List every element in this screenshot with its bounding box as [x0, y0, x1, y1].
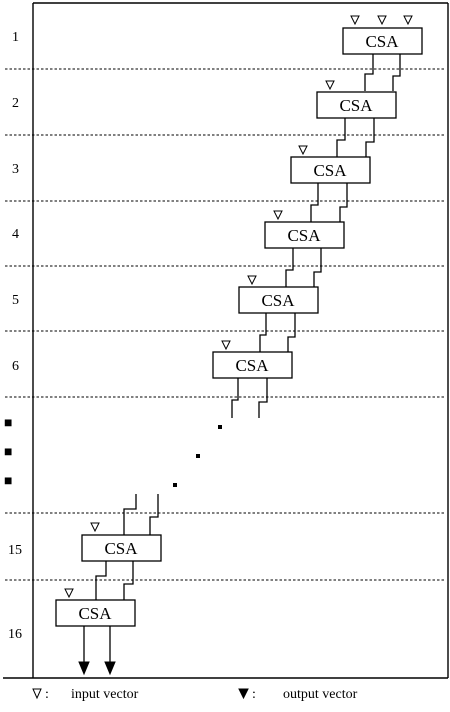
- vertical-ellipsis-dot: ■: [4, 445, 12, 460]
- csa-block: [342, 27, 423, 55]
- sum-wire: [258, 378, 268, 418]
- csa-block: [316, 91, 397, 119]
- stage-label: 3: [12, 162, 19, 177]
- sum-wire: [287, 313, 296, 352]
- sum-wire: [365, 118, 375, 157]
- csa-label: CSA: [104, 539, 138, 558]
- carry-wire: [310, 183, 319, 222]
- csa-stage-5: CSA: [238, 275, 319, 314]
- csa-stage-16: CSA: [55, 588, 136, 627]
- csa-stage-3: CSA: [290, 145, 371, 184]
- vertical-ellipsis-dot: ■: [4, 416, 12, 431]
- input-vector-legend-label: input vector: [71, 687, 139, 702]
- csa-label: CSA: [365, 32, 399, 51]
- csa-block: [55, 599, 136, 627]
- csa-label: CSA: [235, 356, 269, 375]
- input-vector-triangle: [247, 275, 257, 286]
- csa-stage-4: CSA: [264, 210, 345, 249]
- input-vector-legend-icon: [32, 688, 42, 700]
- output-arrows: [78, 626, 116, 676]
- input-vector-triangle: [377, 15, 387, 26]
- stage-label: 1: [12, 30, 19, 45]
- csa-stage-15: CSA: [81, 522, 162, 562]
- input-vector-triangle: [90, 522, 100, 533]
- input-vector-triangle: [273, 210, 283, 221]
- carry-wire: [123, 494, 137, 535]
- input-vector-triangle: [221, 340, 231, 351]
- csa-label: CSA: [261, 291, 295, 310]
- stage-label: 15: [8, 543, 22, 558]
- input-vector-triangle: [325, 80, 335, 91]
- csa-label: CSA: [287, 226, 321, 245]
- diagonal-ellipsis-dot: [173, 483, 177, 487]
- input-vector-triangle: [298, 145, 308, 156]
- carry-wire: [231, 378, 239, 418]
- diagonal-ellipsis-dot: [218, 425, 222, 429]
- csa-stage-6: CSA: [212, 340, 293, 379]
- csa-block: [290, 156, 371, 184]
- sum-wire: [392, 54, 401, 91]
- legend: : input vector : output vector: [32, 687, 358, 702]
- carry-wire: [285, 248, 294, 287]
- frame: [3, 2, 449, 679]
- legend-separator: :: [45, 687, 49, 702]
- carry-wire: [336, 118, 346, 157]
- csa-block: [81, 534, 162, 562]
- sum-wire: [313, 248, 322, 287]
- stage-separators: [5, 68, 446, 581]
- legend-separator: :: [252, 687, 256, 702]
- stage-label: 5: [12, 293, 19, 308]
- output-vector-legend-label: output vector: [283, 687, 358, 702]
- csa-stage-2: CSA: [316, 80, 397, 119]
- vertical-ellipsis-dot: ■: [4, 474, 12, 489]
- sum-wire: [149, 494, 159, 535]
- stage-label: 16: [8, 627, 22, 642]
- csa-block: [238, 286, 319, 314]
- stage-label: 4: [12, 227, 19, 242]
- diagonal-ellipsis-dot: [196, 454, 200, 458]
- csa-label: CSA: [313, 161, 347, 180]
- csa-label: CSA: [339, 96, 373, 115]
- input-vector-triangle: [403, 15, 413, 26]
- output-vector-legend-icon: [238, 688, 249, 700]
- csa-label: CSA: [78, 604, 112, 623]
- stage-label: 6: [12, 359, 19, 374]
- output-arrowhead: [104, 661, 116, 676]
- csa-block: [212, 351, 293, 379]
- carry-wire: [364, 54, 374, 91]
- csa-block: [264, 221, 345, 249]
- input-vector-triangle: [350, 15, 360, 26]
- stage-label: 2: [12, 96, 19, 111]
- csa-stage-1: CSA: [342, 15, 423, 55]
- input-vector-triangle: [64, 588, 74, 599]
- carry-wire: [95, 561, 107, 600]
- sum-wire: [123, 561, 134, 600]
- output-arrowhead: [78, 661, 90, 676]
- carry-wire: [259, 313, 267, 352]
- sum-wire: [339, 183, 348, 222]
